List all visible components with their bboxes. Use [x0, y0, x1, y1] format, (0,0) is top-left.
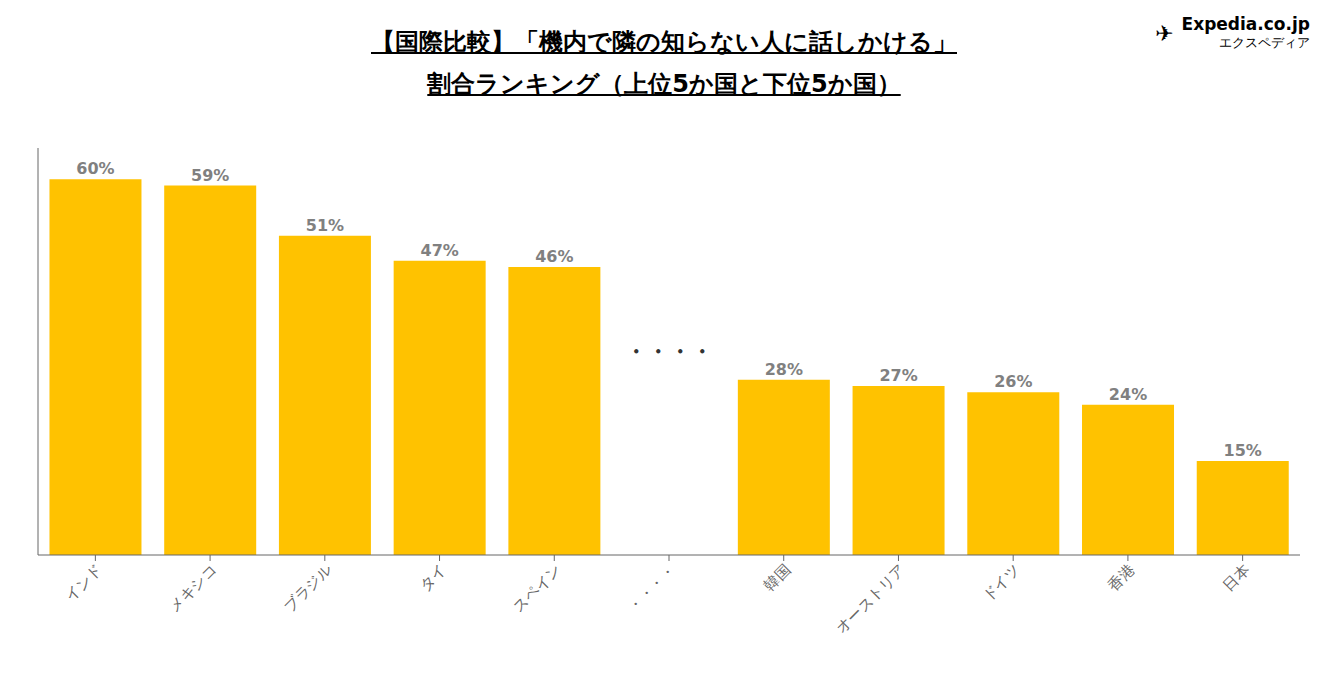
svg-text:28%: 28% [765, 360, 803, 379]
svg-text:タイ: タイ [416, 561, 450, 595]
svg-text:オーストリア: オーストリア [832, 561, 908, 637]
svg-text:47%: 47% [421, 241, 459, 260]
svg-text:51%: 51% [306, 216, 344, 235]
html-text:【国際比較】「機内で隣の知らない人に話しかける」: 【国際比較】「機内で隣の知らない人に話しかける」 [371, 28, 957, 56]
svg-text:26%: 26% [994, 372, 1032, 391]
svg-text:60%: 60% [76, 159, 114, 178]
svg-text:27%: 27% [879, 366, 917, 385]
svg-text:スペイン: スペイン [509, 561, 564, 616]
svg-text:香港: 香港 [1104, 561, 1138, 595]
svg-text:15%: 15% [1224, 441, 1262, 460]
html-text:エクスペディア: エクスペディア [1219, 35, 1310, 50]
svg-text:ドイツ: ドイツ [979, 561, 1024, 606]
svg-text:インド: インド [61, 561, 106, 606]
svg-text:・・・・: ・・・・ [624, 561, 679, 616]
svg-text:59%: 59% [191, 166, 229, 185]
svg-text:ブラジル: ブラジル [280, 561, 335, 616]
html-text:✈ Expedia.co.jp: ✈ Expedia.co.jp [1155, 14, 1310, 46]
html-text:割合ランキング（上位5か国と下位5か国）: 割合ランキング（上位5か国と下位5か国） [427, 70, 901, 98]
svg-text:24%: 24% [1109, 385, 1147, 404]
svg-text:46%: 46% [535, 247, 573, 266]
svg-text:・・・・: ・・・・ [625, 339, 713, 364]
svg-text:メキシコ: メキシコ [165, 561, 220, 616]
svg-text:日本: 日本 [1219, 561, 1253, 595]
svg-text:韓国: 韓国 [760, 561, 794, 595]
